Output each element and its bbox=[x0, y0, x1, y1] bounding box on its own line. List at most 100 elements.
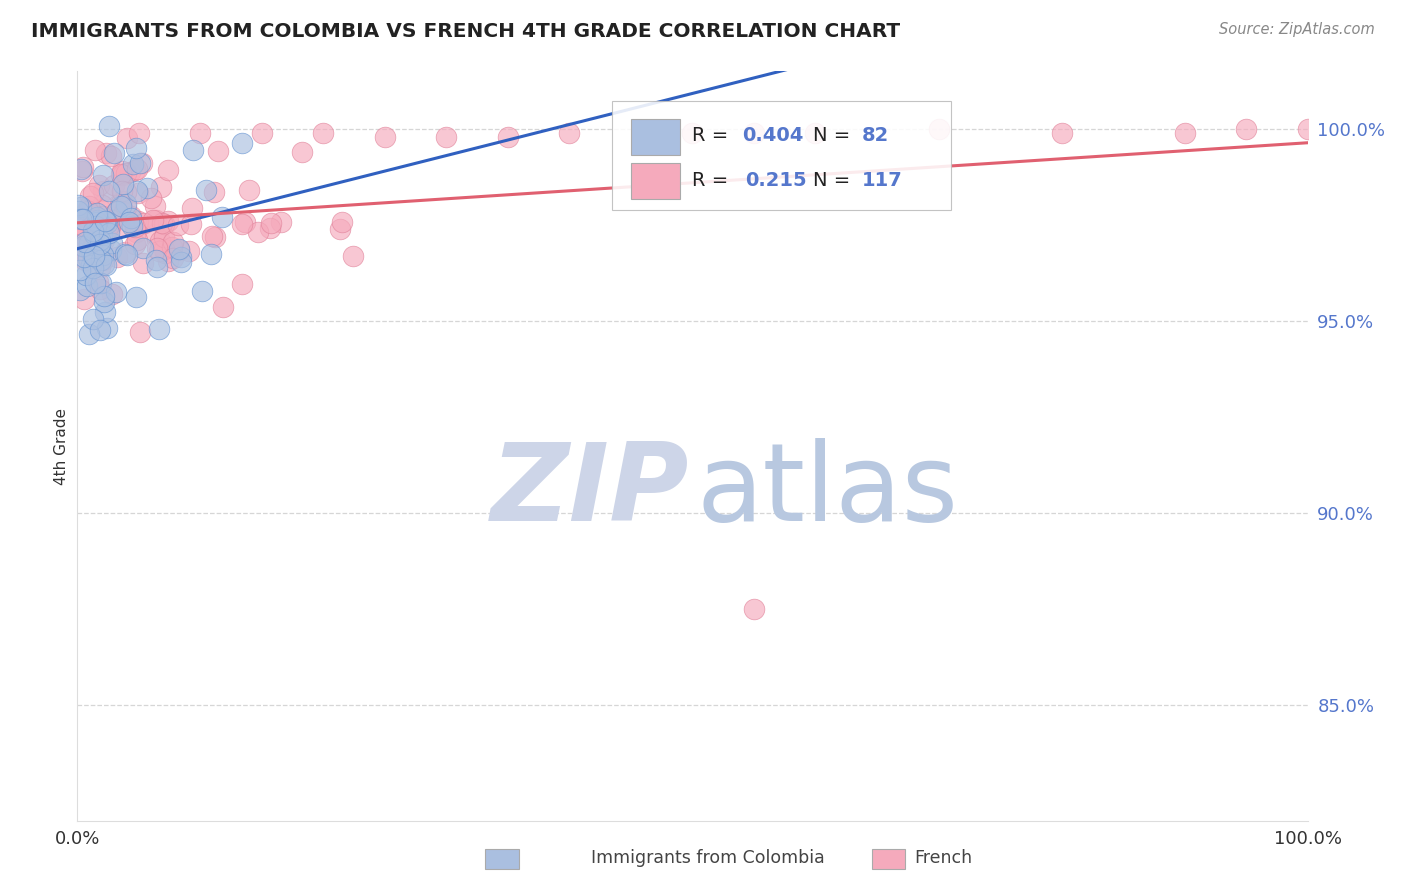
Point bbox=[1050, 126, 1073, 140]
Text: IMMIGRANTS FROM COLOMBIA VS FRENCH 4TH GRADE CORRELATION CHART: IMMIGRANTS FROM COLOMBIA VS FRENCH 4TH G… bbox=[31, 22, 900, 41]
Point bbox=[145, 260, 167, 275]
Point bbox=[100, 235, 122, 250]
Point bbox=[103, 145, 125, 160]
Point bbox=[141, 191, 163, 205]
Point bbox=[1296, 122, 1319, 136]
Point bbox=[98, 184, 121, 198]
Point bbox=[73, 292, 96, 306]
Point bbox=[157, 214, 180, 228]
Point bbox=[211, 210, 233, 224]
Point bbox=[75, 252, 97, 267]
Text: R =: R = bbox=[693, 171, 741, 190]
Point bbox=[211, 300, 233, 314]
Point bbox=[153, 230, 176, 244]
Point bbox=[101, 286, 124, 301]
Point bbox=[77, 236, 100, 251]
Point bbox=[72, 219, 94, 234]
Point bbox=[80, 244, 103, 259]
Point bbox=[127, 213, 149, 227]
Point bbox=[67, 229, 90, 244]
Point bbox=[148, 322, 170, 336]
Point bbox=[66, 198, 89, 212]
Point bbox=[558, 126, 581, 140]
Point bbox=[115, 247, 138, 261]
Point bbox=[91, 227, 114, 242]
Point bbox=[83, 213, 105, 227]
Point bbox=[104, 205, 127, 219]
Point bbox=[167, 218, 190, 232]
Point bbox=[105, 203, 128, 218]
Point bbox=[90, 276, 112, 290]
Point bbox=[96, 214, 118, 228]
Point bbox=[260, 216, 283, 230]
Point bbox=[136, 181, 159, 195]
Point bbox=[180, 202, 202, 216]
Point bbox=[124, 219, 146, 234]
Point bbox=[143, 227, 166, 241]
Point bbox=[91, 184, 114, 198]
Point bbox=[69, 200, 91, 214]
Point bbox=[96, 216, 118, 230]
Point bbox=[98, 120, 121, 134]
Point bbox=[131, 241, 153, 255]
Point bbox=[100, 243, 122, 257]
Point bbox=[1174, 126, 1197, 140]
Point bbox=[231, 136, 253, 150]
Point bbox=[132, 256, 155, 270]
Point bbox=[77, 326, 100, 341]
Point bbox=[121, 156, 143, 170]
Point bbox=[250, 126, 273, 140]
Point bbox=[69, 263, 91, 277]
Point bbox=[83, 249, 105, 263]
Point bbox=[145, 253, 167, 268]
Point bbox=[436, 129, 458, 144]
Point bbox=[496, 129, 519, 144]
Text: 0.404: 0.404 bbox=[742, 127, 803, 145]
Point bbox=[150, 216, 173, 230]
Point bbox=[157, 254, 180, 268]
Point bbox=[145, 212, 167, 227]
Point bbox=[179, 244, 201, 258]
Point bbox=[169, 243, 191, 257]
Point bbox=[170, 250, 193, 264]
Point bbox=[82, 224, 104, 238]
Point bbox=[91, 198, 114, 212]
Point bbox=[207, 144, 229, 158]
Point bbox=[149, 179, 172, 194]
Point bbox=[75, 235, 97, 250]
Text: R =: R = bbox=[693, 127, 735, 145]
Point bbox=[89, 260, 111, 275]
Point bbox=[115, 130, 138, 145]
Point bbox=[100, 149, 122, 163]
Point bbox=[111, 194, 134, 208]
Point bbox=[76, 203, 98, 218]
Text: N =: N = bbox=[813, 127, 856, 145]
Point bbox=[231, 277, 253, 291]
Point bbox=[120, 211, 142, 225]
Point bbox=[153, 245, 176, 260]
Point bbox=[804, 126, 827, 140]
Text: atlas: atlas bbox=[696, 438, 957, 544]
Point bbox=[148, 244, 170, 259]
Point bbox=[111, 164, 134, 178]
Point bbox=[312, 126, 335, 140]
Point bbox=[374, 129, 396, 144]
Point bbox=[200, 247, 222, 261]
Point bbox=[79, 189, 101, 203]
Point bbox=[204, 230, 226, 244]
Point bbox=[342, 249, 364, 263]
Point bbox=[233, 215, 256, 229]
Point bbox=[162, 252, 184, 266]
Point bbox=[86, 214, 108, 228]
Point bbox=[84, 222, 107, 236]
Point bbox=[111, 184, 134, 198]
Point bbox=[114, 245, 136, 260]
Point bbox=[114, 185, 136, 199]
Point bbox=[127, 185, 149, 199]
Point bbox=[1234, 122, 1257, 136]
Point bbox=[93, 289, 115, 303]
Point bbox=[83, 235, 105, 250]
Point bbox=[69, 161, 91, 176]
Point bbox=[124, 163, 146, 178]
Point bbox=[91, 253, 114, 268]
